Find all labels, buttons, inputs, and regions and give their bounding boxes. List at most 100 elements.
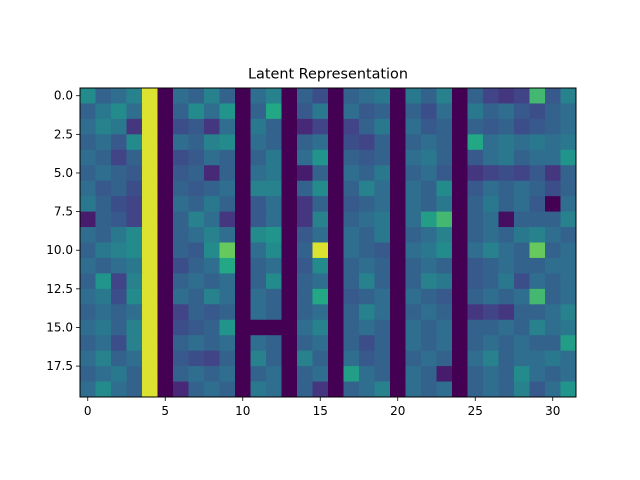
heatmap-cell [142, 335, 158, 352]
heatmap-cell [142, 149, 158, 166]
heatmap-cell [173, 257, 189, 274]
heatmap-cell [219, 196, 236, 212]
heatmap-cell [467, 103, 484, 120]
heatmap-cell [188, 227, 205, 243]
heatmap-cell [80, 319, 96, 336]
heatmap-cell [359, 118, 375, 135]
heatmap-cell [529, 381, 546, 398]
heatmap-cell [405, 304, 422, 321]
heatmap-cell [405, 288, 422, 305]
heatmap-cell [204, 273, 220, 290]
heatmap-cell [157, 257, 174, 274]
heatmap-cell [560, 149, 577, 166]
heatmap-cell [80, 227, 96, 243]
heatmap-cell [80, 134, 96, 151]
heatmap-cell [266, 227, 282, 243]
heatmap-cell [390, 304, 406, 321]
heatmap-cell [421, 381, 437, 398]
heatmap-cell [297, 257, 313, 274]
heatmap-cell [142, 227, 158, 243]
heatmap-cell [111, 319, 127, 336]
heatmap-cell [80, 103, 96, 120]
heatmap-cell [204, 118, 220, 135]
heatmap-cell [312, 149, 329, 166]
heatmap-cell [250, 350, 267, 367]
heatmap-cell [266, 366, 282, 382]
heatmap-cell [111, 103, 127, 120]
heatmap-cell [281, 118, 298, 135]
heatmap-cell [157, 288, 174, 305]
heatmap-cell [126, 335, 143, 352]
heatmap-cell [250, 335, 267, 352]
heatmap-cell [514, 88, 530, 104]
heatmap-cell [126, 134, 143, 151]
heatmap-cell [281, 335, 298, 352]
heatmap-cell [250, 149, 267, 166]
heatmap-cell [235, 134, 251, 151]
heatmap-cell [95, 350, 112, 367]
heatmap-cell [266, 118, 282, 135]
heatmap-cell [173, 165, 189, 182]
heatmap-cell [343, 273, 360, 290]
heatmap-cell [173, 227, 189, 243]
heatmap-cell [529, 273, 546, 290]
heatmap-cell [111, 134, 127, 151]
heatmap-cell [374, 211, 391, 228]
heatmap-cell [498, 366, 515, 382]
heatmap-cell [266, 196, 282, 212]
heatmap-cell [188, 304, 205, 321]
heatmap-cell [142, 350, 158, 367]
heatmap-cell [514, 319, 530, 336]
heatmap-cell [374, 319, 391, 336]
heatmap-cell [281, 242, 298, 259]
heatmap-cell [436, 288, 453, 305]
heatmap-cell [219, 381, 236, 398]
heatmap-cell [173, 304, 189, 321]
heatmap-cell [80, 381, 96, 398]
heatmap-cell [204, 227, 220, 243]
heatmap-cell [560, 319, 577, 336]
heatmap-cell [545, 304, 561, 321]
heatmap-cell [95, 242, 112, 259]
heatmap-cell [235, 149, 251, 166]
heatmap-cell [421, 227, 437, 243]
heatmap-cell [142, 103, 158, 120]
heatmap-cell [436, 319, 453, 336]
heatmap-cell [483, 366, 499, 382]
heatmap-cell [529, 304, 546, 321]
heatmap-cell [297, 319, 313, 336]
heatmap-cell [498, 180, 515, 197]
heatmap-cell [157, 304, 174, 321]
heatmap-cell [126, 211, 143, 228]
heatmap-cell [390, 211, 406, 228]
heatmap-cell [421, 211, 437, 228]
heatmap-cell [467, 134, 484, 151]
heatmap-cell [498, 257, 515, 274]
heatmap-cell [483, 335, 499, 352]
heatmap-cell [545, 366, 561, 382]
heatmap-cell [529, 103, 546, 120]
heatmap-cell [328, 88, 344, 104]
heatmap-cell [219, 180, 236, 197]
y-tick-label: 10.0 [46, 243, 73, 257]
heatmap-cell [529, 227, 546, 243]
heatmap-cell [250, 242, 267, 259]
heatmap-cell [266, 288, 282, 305]
heatmap-cell [142, 118, 158, 135]
heatmap-cell [297, 242, 313, 259]
heatmap-cell [529, 319, 546, 336]
heatmap-cell [188, 319, 205, 336]
heatmap-cell [188, 134, 205, 151]
heatmap-cell [498, 118, 515, 135]
heatmap-cell [390, 227, 406, 243]
heatmap-cell [343, 149, 360, 166]
heatmap-cell [173, 273, 189, 290]
heatmap-cell [173, 319, 189, 336]
heatmap-cell [545, 242, 561, 259]
heatmap-cell [452, 350, 468, 367]
heatmap-cell [111, 273, 127, 290]
heatmap-cell [328, 134, 344, 151]
heatmap-cell [436, 366, 453, 382]
heatmap-cell [80, 118, 96, 135]
